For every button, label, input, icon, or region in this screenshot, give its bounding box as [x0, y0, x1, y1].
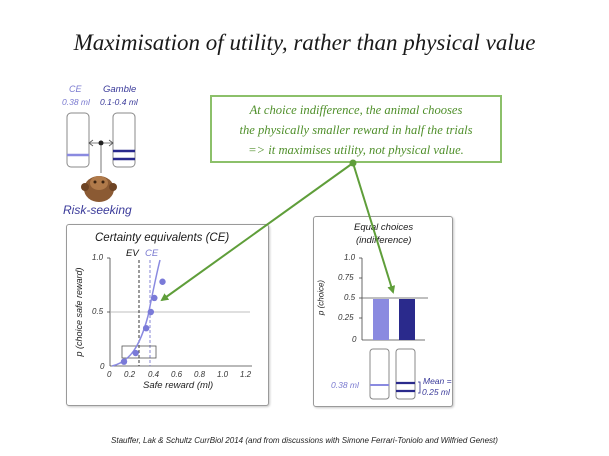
bar-gamble [399, 299, 415, 340]
gamble-container-small [395, 348, 416, 400]
mean-label-1: Mean = [423, 376, 452, 386]
arrow-heads [88, 139, 114, 147]
ce-xtick-label: 0.8 [194, 370, 206, 379]
callout-line-1: At choice indifference, the animal choos… [249, 103, 463, 117]
ce-panel [66, 224, 269, 406]
ce-marker-label: CE [145, 248, 159, 259]
ce-container [66, 112, 90, 168]
gamble-container [112, 112, 136, 168]
ce-data-point [151, 294, 158, 302]
bar-safe [373, 299, 389, 340]
arrow-to-indifference [352, 162, 396, 294]
safe-container [369, 348, 390, 400]
ce-xtick-label: 0.4 [148, 370, 160, 379]
ce-data-point [142, 325, 150, 332]
risk-seeking-label: Risk-seeking [63, 203, 132, 217]
monkey-icon [81, 176, 117, 202]
balance-schematic [66, 112, 136, 202]
ind-ytick-label: 0.5 [344, 293, 356, 302]
ce-label: CE [69, 84, 82, 94]
ce-ytick-label: 0 [100, 362, 105, 371]
citation: Stauffer, Lak & Schultz CurrBiol 2014 (a… [111, 436, 498, 445]
ce-xtick-label: 0 [107, 370, 112, 379]
ind-ytick-label: 1.0 [344, 253, 356, 262]
ce-data-point [159, 278, 166, 285]
ce-ytick-label: 1.0 [92, 253, 104, 262]
ce-data-points [120, 278, 166, 365]
ce-value: 0.38 ml [62, 97, 90, 107]
ce-xtick-label: 0.6 [171, 370, 183, 379]
callout-line-2: the physically smaller reward in half th… [239, 123, 473, 137]
ev-label: EV [126, 248, 139, 259]
ce-xtick-label: 1.2 [240, 370, 252, 379]
slide-title: Maximisation of utility, rather than phy… [73, 30, 536, 55]
indifference-title-1: Equal choices [354, 222, 414, 233]
ce-x-axis-label: Safe reward (ml) [143, 380, 214, 391]
ce-panel-title: Certainty equivalents (CE) [95, 232, 230, 244]
mean-bracket [418, 381, 421, 394]
ce-ytick-label: 0.5 [92, 307, 104, 316]
callout-box: At choice indifference, the animal choos… [210, 95, 502, 163]
ind-ytick-label: 0.25 [338, 313, 354, 322]
mean-label-2: 0.25 ml [422, 387, 450, 397]
ce-xtick-label: 0.2 [124, 370, 136, 379]
safe-value-label: 0.38 ml [331, 380, 359, 390]
ce-region-box [121, 345, 157, 359]
ce-data-point [147, 308, 155, 316]
ce-data-point [120, 358, 128, 365]
ce-data-point [132, 349, 139, 357]
fulcrum-dot [98, 140, 104, 146]
arrow-to-ce [160, 162, 354, 302]
gamble-label: Gamble [103, 84, 137, 95]
ind-ytick-label: 0 [352, 335, 357, 344]
indifference-title-2: (indifference) [356, 235, 412, 246]
ind-ytick-label: 0.75 [338, 273, 354, 282]
ce-xtick-label: 1.0 [217, 370, 229, 379]
callout-line-3: => it maximises utility, not physical va… [248, 143, 464, 157]
gamble-value: 0.1-0.4 ml [100, 97, 138, 107]
